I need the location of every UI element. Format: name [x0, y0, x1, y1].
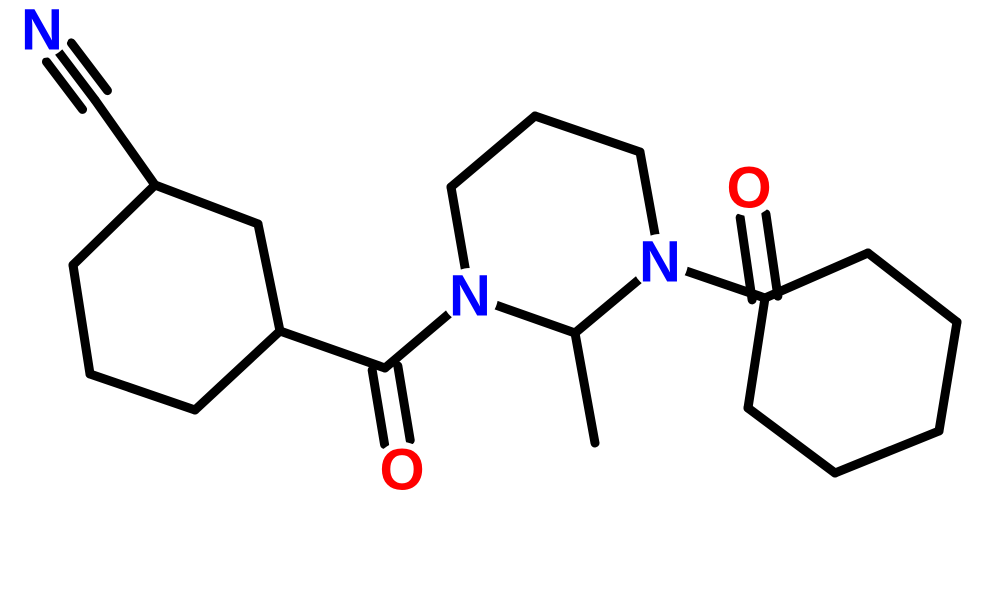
bond — [535, 116, 640, 152]
bond — [835, 431, 939, 473]
bond — [59, 52, 95, 100]
bond — [939, 322, 957, 431]
bond — [372, 370, 384, 444]
bond — [748, 298, 765, 408]
bond — [575, 280, 639, 333]
bond — [496, 305, 575, 333]
atom-label: O — [726, 156, 771, 221]
bond — [766, 214, 778, 296]
bond — [385, 314, 449, 368]
atom-label: N — [449, 264, 491, 329]
bond — [398, 366, 410, 440]
bond — [451, 187, 465, 268]
bond — [195, 331, 280, 410]
bond — [46, 62, 82, 110]
bond — [640, 152, 655, 234]
bond — [95, 100, 155, 185]
bonds-layer — [46, 43, 957, 473]
atom-label: N — [21, 0, 63, 63]
bond — [868, 253, 957, 322]
bond — [280, 331, 385, 368]
bond — [748, 408, 835, 473]
bond — [155, 185, 258, 224]
bond — [765, 253, 868, 298]
molecule-diagram: NONNO — [0, 0, 998, 608]
bond — [73, 265, 90, 374]
bond — [451, 116, 535, 187]
bond — [575, 333, 595, 443]
atom-label: N — [639, 230, 681, 295]
bond — [258, 224, 280, 331]
atom-label: O — [379, 438, 424, 503]
bond — [73, 185, 155, 265]
bond — [90, 374, 195, 410]
bond — [71, 43, 107, 91]
atom-label-layer: NONNO — [21, 0, 772, 503]
